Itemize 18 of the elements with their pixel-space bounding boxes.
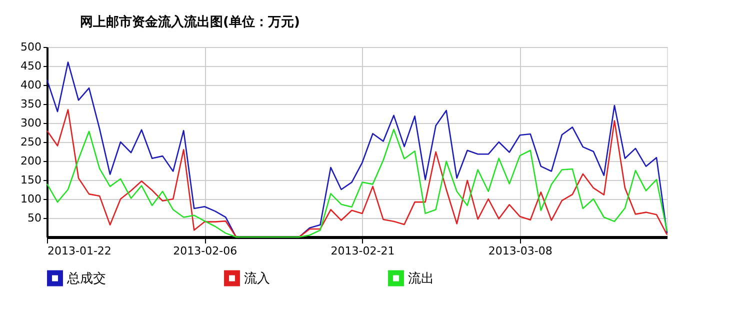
y-tick-label: 450 [20,60,42,72]
legend-label: 总成交 [66,270,106,286]
y-tick-label: 500 [20,40,42,54]
y-tick-label: 50 [28,212,42,224]
x-tick-label: 2013-01-22 [48,244,112,258]
y-tick-label: 300 [20,116,42,130]
chart-title: 网上邮市资金流入流出图(单位：万元) [80,14,300,30]
y-tick-label: 200 [20,154,42,168]
legend-label: 流入 [244,270,270,286]
y-tick-label: 400 [20,78,42,92]
y-tick-label: 150 [20,174,42,186]
y-tick-label: 250 [20,136,42,148]
x-tick-label: 2013-02-06 [173,244,238,258]
legend-label: 流出 [408,270,434,286]
x-tick-label: 2013-02-21 [330,244,395,258]
y-tick-label: 100 [20,192,42,206]
y-tick-label: 350 [20,98,42,110]
x-tick-label: 2013-03-08 [488,244,552,258]
